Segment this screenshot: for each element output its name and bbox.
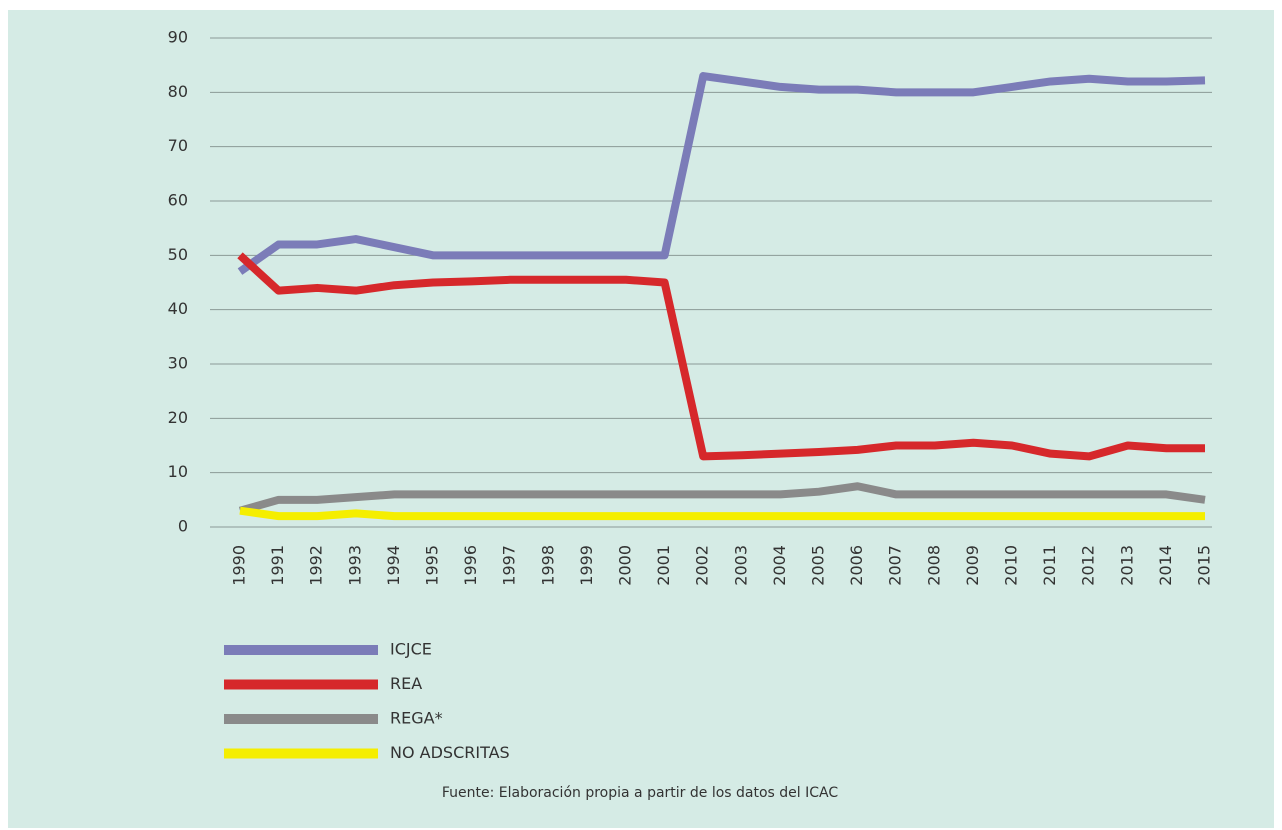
legend-label: ICJCE	[390, 640, 432, 659]
x-tick-label: 2003	[731, 545, 750, 586]
y-tick-label: 20	[168, 408, 188, 427]
x-tick-label: 1998	[538, 545, 557, 586]
x-tick-label: 1993	[345, 545, 364, 586]
legend-label: REA	[390, 674, 422, 693]
x-tick-label: 2006	[847, 545, 866, 586]
x-tick-label: 2010	[1002, 545, 1021, 586]
x-tick-label: 1994	[384, 545, 403, 586]
panel	[8, 10, 1274, 828]
x-tick-label: 1991	[268, 545, 287, 586]
x-tick-label: 2013	[1117, 545, 1136, 586]
x-tick-label: 2007	[886, 545, 905, 586]
x-tick-label: 2000	[616, 545, 635, 586]
y-tick-label: 70	[168, 136, 188, 155]
y-tick-label: 80	[168, 82, 188, 101]
series-line	[237, 72, 1206, 275]
y-tick-label: 0	[178, 517, 188, 536]
source: Fuente: Elaboración propia a partir de l…	[442, 785, 839, 801]
x-tick-label: 1990	[230, 545, 249, 586]
x-tick-label: 1997	[500, 545, 519, 586]
x-tick-label: 1999	[577, 545, 596, 586]
x-tick-label: 2012	[1079, 545, 1098, 586]
x-tick-label: 2011	[1040, 545, 1059, 586]
y-tick-label: 50	[168, 245, 188, 264]
x-tick-label: 2009	[963, 545, 982, 586]
x-tick-label: 1995	[423, 545, 442, 586]
y-tick-label: 40	[168, 299, 188, 318]
x-tick-label: 2005	[809, 545, 828, 586]
x-tick-label: 2001	[654, 545, 673, 586]
series-line	[237, 252, 1205, 461]
x-tick-label: 2008	[924, 545, 943, 586]
x-tick-label: 2004	[770, 545, 789, 586]
legend-label: NO ADSCRITAS	[390, 743, 510, 762]
y-tick-label: 90	[168, 28, 188, 47]
y-tick-label: 60	[168, 191, 188, 210]
x-tick-label: 2015	[1195, 545, 1214, 586]
x-tick-label: 2002	[693, 545, 712, 586]
x-tick-label: 2014	[1156, 545, 1175, 586]
legend-label: REGA*	[390, 709, 443, 728]
x-tick-label: 1996	[461, 545, 480, 586]
x-tick-label: 1992	[307, 545, 326, 586]
y-tick-label: 10	[168, 462, 188, 481]
series-line	[238, 482, 1206, 515]
y-tick-label: 30	[168, 354, 188, 373]
series-line	[239, 506, 1205, 521]
